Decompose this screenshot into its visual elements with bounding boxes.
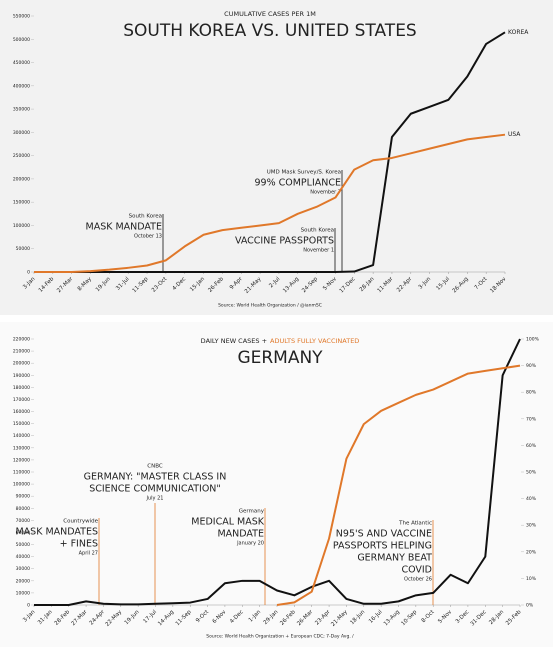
annotation-headline: + FINES: [60, 539, 98, 550]
y2-tick-label: 40%: [526, 496, 537, 502]
y-tick-label: 0: [27, 270, 30, 276]
y-tick-label: 80000: [16, 506, 30, 512]
y-tick-label: 90000: [16, 494, 30, 500]
y-tick-label: 300000: [13, 130, 30, 136]
y-tick-label: 70000: [16, 518, 30, 524]
y-tick-label: 170000: [13, 397, 30, 403]
source-note: Source: World Health Organization / @ian…: [218, 303, 322, 309]
y-tick-label: 200000: [13, 361, 30, 367]
annotation-headline: GERMANY BEAT: [357, 553, 432, 564]
y2-tick-label: 60%: [526, 443, 537, 449]
series-line: [34, 133, 506, 273]
y2-tick-label: 0%: [526, 603, 534, 609]
y-tick-label: 450000: [13, 60, 30, 66]
y2-tick-label: 70%: [526, 416, 537, 422]
annotation-headline: COVID: [401, 565, 432, 576]
subtitle-part: ADULTS FULLY VACCINATED: [270, 337, 359, 345]
y-tick-label: 160000: [13, 409, 30, 415]
series-line: [276, 364, 521, 606]
annotation-kicker: The Atlantic: [398, 521, 432, 527]
y-tick-label: 40000: [16, 554, 30, 560]
y-tick-label: 150000: [13, 421, 30, 427]
y2-tick-label: 90%: [526, 363, 537, 369]
y-tick-label: 100000: [13, 482, 30, 488]
y-tick-label: 50000: [16, 246, 30, 252]
series-line: [34, 338, 521, 606]
y-tick-label: 550000: [13, 14, 30, 20]
y2-tick-label: 50%: [526, 470, 537, 476]
y-tick-label: 50000: [16, 542, 30, 548]
y-tick-label: 190000: [13, 373, 30, 379]
y2-tick-label: 100%: [526, 337, 540, 343]
annotation-headline: VACCINE PASSPORTS: [235, 236, 334, 247]
annotation-date: January 20: [236, 541, 264, 547]
y-tick-label: 150000: [13, 200, 30, 206]
y-tick-label: 20000: [16, 578, 30, 584]
y-tick-label: 30000: [16, 566, 30, 572]
annotation-kicker: CNBC: [147, 464, 163, 470]
annotation-date: July 21: [146, 496, 164, 502]
y-tick-label: 0: [27, 603, 30, 609]
y-tick-label: 210000: [13, 349, 30, 355]
annotation-headline: MASK MANDATES: [15, 527, 98, 538]
annotation-headline: SCIENCE COMMUNICATION": [89, 484, 221, 495]
y-tick-label: 400000: [13, 83, 30, 89]
annotation-date: November 1: [303, 248, 334, 254]
y2-tick-label: 20%: [526, 549, 537, 555]
y2-tick-label: 80%: [526, 390, 537, 396]
panel-background: [0, 0, 553, 315]
annotation-headline: N95'S AND VACCINE: [336, 529, 432, 540]
annotation-headline: GERMANY: "MASTER CLASS IN: [84, 472, 227, 483]
annotation-headline: MASK MANDATE: [86, 222, 163, 233]
annotation-headline: 99% COMPLIANCE: [254, 178, 341, 189]
y-tick-label: 10000: [16, 590, 30, 596]
annotation-date: April 27: [79, 551, 98, 557]
y-tick-label: 110000: [13, 470, 30, 476]
y-tick-label: 180000: [13, 385, 30, 391]
series-line: [34, 31, 506, 273]
annotation-headline: PASSPORTS HELPING: [333, 541, 432, 552]
annotation-kicker: South Korea: [301, 228, 334, 234]
y-tick-label: 250000: [13, 153, 30, 159]
annotation-kicker: South Korea: [129, 214, 162, 220]
y-tick-label: 140000: [13, 433, 30, 439]
annotation-kicker: UMD Mask Survey/S. Korea: [267, 170, 341, 176]
y-tick-label: 120000: [13, 457, 30, 463]
y2-tick-label: 30%: [526, 523, 537, 529]
annotation-headline: MEDICAL MASK: [191, 517, 264, 528]
chart-title: GERMANY: [237, 348, 323, 368]
subtitle-part: DAILY NEW CASES +: [201, 337, 267, 345]
y-tick-label: 350000: [13, 107, 30, 113]
annotation-headline: MANDATE: [217, 529, 264, 540]
y-tick-label: 220000: [13, 337, 30, 343]
chart-subtitle: DAILY NEW CASES + ADULTS FULLY VACCINATED: [201, 337, 360, 345]
source-note: Source: World Health Organization + Euro…: [206, 634, 354, 640]
annotation-kicker: Countrywide: [63, 519, 98, 525]
annotation-date: October 13: [134, 234, 162, 240]
annotation-date: October 26: [404, 577, 432, 583]
y-tick-label: 130000: [13, 445, 30, 451]
chart-subtitle: CUMULATIVE CASES PER 1M: [224, 10, 316, 18]
annotation-kicker: Germany: [239, 509, 265, 515]
series-label: USA: [508, 131, 521, 138]
y-tick-label: 60000: [16, 530, 30, 536]
y2-tick-label: 10%: [526, 576, 537, 582]
annotation-date: November 7: [310, 190, 341, 196]
chart-title: SOUTH KOREA VS. UNITED STATES: [123, 21, 416, 41]
series-label: KOREA: [508, 29, 529, 36]
panel-background: [0, 322, 553, 647]
y-tick-label: 100000: [13, 223, 30, 229]
y-tick-label: 500000: [13, 37, 30, 43]
y-tick-label: 200000: [13, 176, 30, 182]
